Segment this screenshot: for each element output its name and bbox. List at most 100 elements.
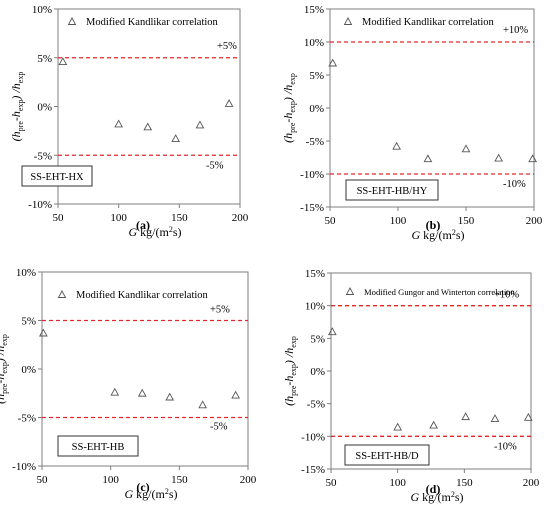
panel-label: (a) xyxy=(136,218,150,232)
data-point xyxy=(392,141,402,150)
sample-label: SS-EHT-HB/D xyxy=(355,451,419,462)
y-tick-label: -5% xyxy=(34,150,52,162)
reference-label: -10% xyxy=(494,441,517,452)
legend-marker xyxy=(343,17,353,25)
x-tick-label: 100 xyxy=(390,215,407,227)
y-tick-label: 0% xyxy=(37,102,52,114)
legend-marker xyxy=(67,17,77,25)
reference-label: -10% xyxy=(503,179,526,190)
reference-label: +5% xyxy=(217,41,237,52)
y-axis-title: (hpre-hexp) /hexp xyxy=(281,73,297,143)
data-point xyxy=(195,120,205,129)
data-point xyxy=(114,119,124,128)
y-tick-label: 5% xyxy=(21,316,36,328)
chart-panel-c: -10% -5% 0% 5% 10% 50 100 150 200 +5% -5% Modified … xyxy=(0,267,257,501)
data-point xyxy=(231,390,241,399)
data-point xyxy=(328,58,338,67)
plot-frame xyxy=(329,8,535,208)
sample-label: SS-EHT-HB xyxy=(72,442,125,453)
legend-label: Modified Kandlikar correlation xyxy=(76,290,209,301)
data-point xyxy=(494,153,504,162)
data-point xyxy=(110,387,120,396)
x-tick-label: 150 xyxy=(458,215,475,227)
x-tick-label: 200 xyxy=(232,212,249,224)
data-point xyxy=(171,134,181,143)
x-tick-label: 50 xyxy=(325,215,337,227)
panel-label: (d) xyxy=(426,482,441,496)
data-point xyxy=(423,154,433,163)
x-axis-title: G kg/(m2s) xyxy=(411,228,464,242)
data-point xyxy=(165,392,175,401)
sample-label-box xyxy=(344,444,430,466)
data-point xyxy=(224,99,234,107)
sample-label: SS-EHT-HB/HY xyxy=(357,186,428,197)
y-tick-label: 10% xyxy=(305,301,325,313)
chart-panel-d: -15% -10% -5% 0% 5% 10% 15% 50 100 150 200 +10% -10%… xyxy=(282,268,540,504)
y-tick-label: 15% xyxy=(305,268,325,280)
x-tick-label: 150 xyxy=(456,477,473,489)
data-point xyxy=(429,420,439,429)
y-tick-label: 0% xyxy=(21,364,36,376)
y-tick-label: -15% xyxy=(300,202,324,214)
x-tick-label: 50 xyxy=(326,477,338,489)
y-tick-label: -5% xyxy=(306,136,324,148)
data-point xyxy=(528,154,538,163)
data-point xyxy=(198,400,208,409)
sample-label-box xyxy=(345,179,439,201)
x-axis-title: G kg/(m2s) xyxy=(128,225,181,239)
y-tick-label: 0% xyxy=(310,366,325,378)
y-tick-label: 10% xyxy=(32,4,52,16)
data-point xyxy=(461,412,471,421)
y-tick-label: -10% xyxy=(28,199,52,211)
y-tick-label: -15% xyxy=(301,464,325,476)
y-axis-title: (hpre-hexp) /hexp xyxy=(282,336,298,406)
data-point xyxy=(137,388,147,397)
legend-label: Modified Kandlikar correlation xyxy=(362,17,495,28)
y-tick-label: 5% xyxy=(37,53,52,65)
x-tick-label: 100 xyxy=(102,474,119,486)
sample-label: SS-EHT-HX xyxy=(30,172,84,183)
data-point xyxy=(39,328,48,337)
data-point xyxy=(461,144,471,153)
y-tick-label: 0% xyxy=(309,103,324,115)
y-tick-label: 5% xyxy=(310,333,325,345)
data-point xyxy=(327,327,337,336)
reference-label: +10% xyxy=(503,25,528,36)
panel-label: (c) xyxy=(136,480,149,494)
data-point xyxy=(143,122,153,131)
x-tick-label: 200 xyxy=(523,477,540,489)
chart-panel-a: -10% -5% 0% 5% 10% 50 100 150 200 +5% -5% Modified … xyxy=(9,4,249,239)
y-tick-label: 10% xyxy=(304,37,324,49)
reference-label: +10% xyxy=(494,290,519,301)
x-tick-label: 50 xyxy=(53,212,65,224)
x-tick-label: 100 xyxy=(389,477,406,489)
x-tick-label: 100 xyxy=(110,212,127,224)
y-tick-label: -10% xyxy=(300,169,324,181)
y-tick-label: 10% xyxy=(16,267,36,279)
x-tick-label: 50 xyxy=(37,474,49,486)
reference-label: -5% xyxy=(206,160,224,171)
x-tick-label: 200 xyxy=(240,474,257,486)
reference-label: +5% xyxy=(210,305,230,316)
y-tick-label: 15% xyxy=(304,4,324,16)
x-tick-label: 200 xyxy=(526,215,543,227)
data-point xyxy=(58,57,68,65)
data-point xyxy=(393,422,403,431)
legend-marker xyxy=(345,287,355,295)
y-tick-label: 5% xyxy=(309,70,324,82)
plot-frame xyxy=(330,272,532,470)
data-point xyxy=(490,414,500,423)
legend-label: Modified Kandlikar correlation xyxy=(86,17,219,28)
y-axis-title: (hpre-hexp) /hexp xyxy=(0,334,9,404)
panel-label: (b) xyxy=(426,218,441,232)
y-tick-label: -5% xyxy=(18,413,36,425)
sample-label-box xyxy=(21,165,93,187)
legend-marker xyxy=(57,290,67,298)
legend-label: Modified Gungor and Winterton correlatio… xyxy=(364,287,516,297)
y-tick-label: -10% xyxy=(301,431,325,443)
chart-panel-b: -15% -10% -5% 0% 5% 10% 15% 50 100 150 200 +10% -10%… xyxy=(281,4,543,242)
reference-label: -5% xyxy=(210,422,228,433)
y-tick-label: -10% xyxy=(12,461,36,473)
x-tick-label: 150 xyxy=(171,212,188,224)
